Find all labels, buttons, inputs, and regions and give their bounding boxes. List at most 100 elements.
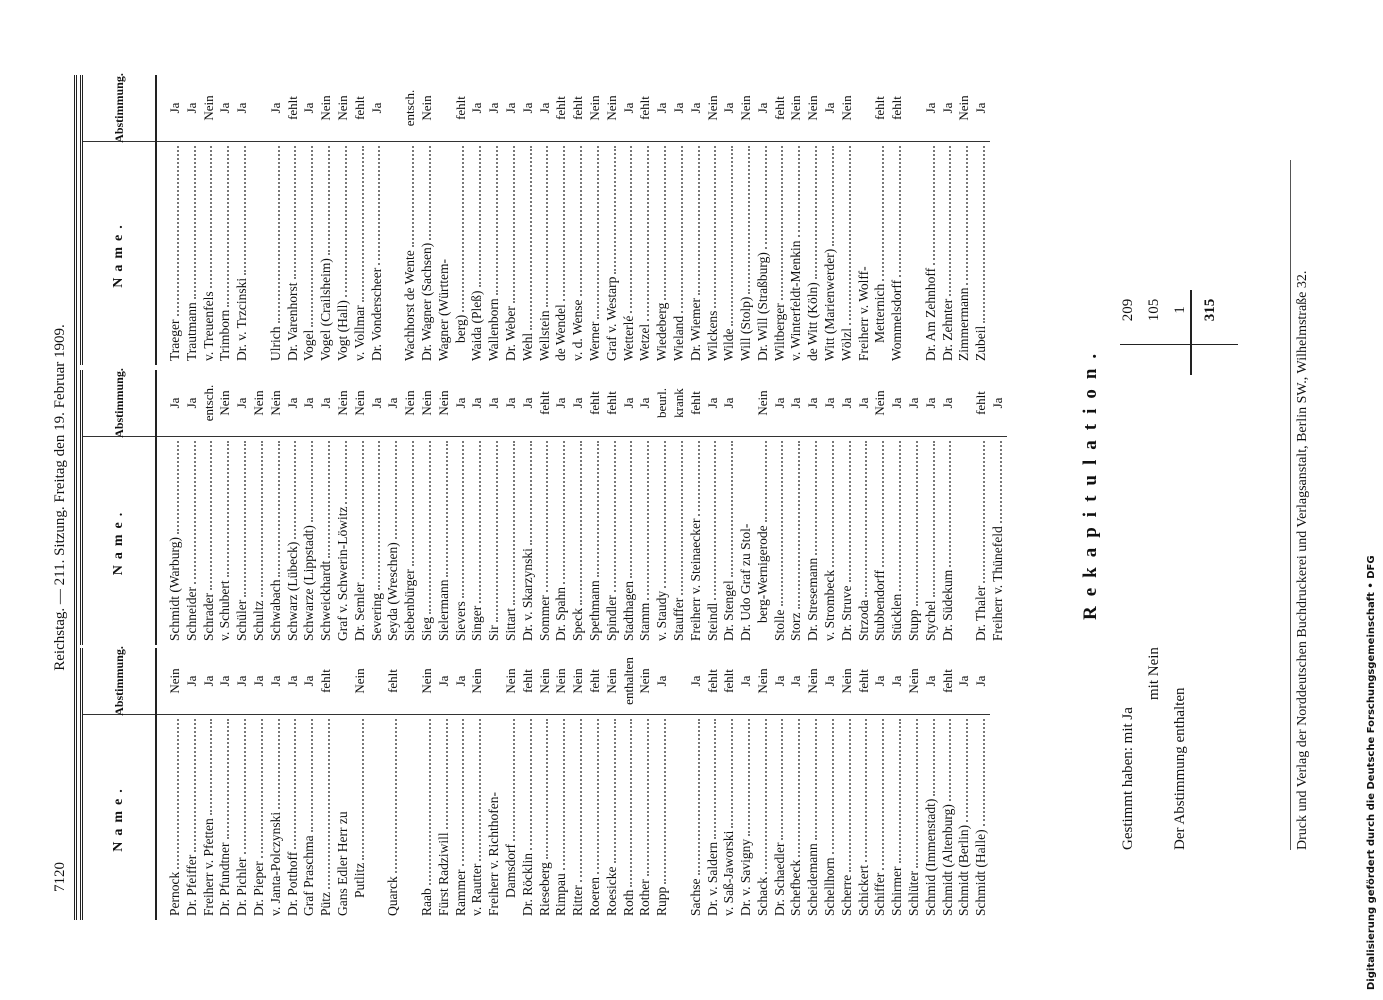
vote: krank	[670, 388, 686, 418]
column-head: Name. Abstimmung.	[83, 646, 157, 920]
name-row: Vogel (Crailsheim)	[318, 142, 335, 365]
gap	[436, 75, 453, 141]
member-name: Freiherr v. Wolff-	[855, 266, 871, 361]
vote: Ja	[822, 102, 838, 114]
gap	[956, 437, 973, 645]
member-name: Dr. Pieper	[250, 861, 266, 916]
vote: fehlt	[771, 96, 787, 120]
vote: fehlt	[553, 96, 569, 120]
leader	[620, 441, 633, 578]
name-row: Dr. Weber	[502, 142, 520, 365]
leader	[754, 441, 767, 523]
member-name: de Witt (Köln)	[805, 282, 821, 361]
member-name: Sommer	[536, 595, 552, 641]
name-row: Zimmermann	[956, 142, 973, 365]
member-name: Dr. Stengel	[721, 580, 737, 641]
leader	[872, 719, 885, 870]
leader	[486, 146, 498, 296]
member-name: Wachhorst de Wente	[402, 250, 418, 361]
leader	[906, 719, 918, 868]
name-row: Wellstein	[536, 142, 554, 365]
name-row: Spethmann	[586, 437, 604, 645]
member-name: Schellhorn	[822, 857, 838, 917]
vote: Nein	[334, 95, 350, 121]
recap-value: 1	[1172, 306, 1188, 314]
member-name: Dr. Schaedler	[771, 842, 787, 916]
rule	[1120, 344, 1238, 345]
member-name: Sir	[486, 625, 502, 641]
vote: Nein	[754, 668, 770, 694]
vote: fehlt	[973, 391, 989, 415]
member-name: Traeger	[167, 319, 182, 362]
name-row: Singer	[469, 437, 486, 645]
leader	[368, 441, 381, 590]
name-row: Sittart	[502, 437, 520, 645]
gap	[385, 142, 402, 365]
member-name: v. Rautter	[469, 863, 485, 916]
member-name: Schwarze (Lippstadt)	[301, 525, 317, 641]
vote: Ja	[973, 102, 989, 114]
gap	[251, 75, 268, 141]
member-name-cont: Metternich	[872, 283, 888, 343]
recap-title: Rekapitulation.	[1080, 343, 1101, 620]
vote: fehlt	[519, 669, 535, 693]
gap	[671, 715, 688, 920]
vote: Ja	[838, 397, 854, 409]
column-body: Pernock Dr. Pfeiffer Freiherr v. Pfetten Dr…	[157, 648, 991, 920]
member-name: Dr. Südekum	[939, 569, 955, 641]
name-row: v. Saß-Jaworski	[721, 715, 738, 920]
member-name: Stubbendorff	[872, 570, 888, 641]
table-column: Name. Abstimmung. Traeger Trautmann v. Treue…	[80, 73, 1028, 365]
column-body: Traeger Trautmann v. Treuenfels Trimborn Dr.…	[157, 75, 991, 365]
member-name: Dr. v. Savigny	[738, 838, 754, 916]
leader	[234, 146, 246, 275]
name-row: Wölzl	[838, 142, 856, 365]
member-name: Quarck	[385, 876, 401, 916]
leader	[939, 146, 952, 296]
head-vote: Abstimmung.	[111, 368, 126, 438]
leader	[654, 441, 666, 588]
leader	[990, 441, 1002, 524]
member-name: Schultz	[250, 600, 266, 642]
vote: Nein	[418, 668, 434, 694]
column-body: Schmidt (Warburg) Schneider Schrader v. Sch…	[157, 370, 1007, 645]
vote: Ja	[301, 397, 317, 409]
leader	[788, 441, 801, 610]
name-row: Damsdorf	[502, 715, 520, 920]
leader	[519, 719, 532, 850]
leader	[687, 441, 700, 516]
name-row: Schultz	[250, 437, 268, 645]
vote: Ja	[889, 397, 905, 409]
member-name: Dr. Thaler	[973, 585, 989, 641]
name-row: Dr. Stresemann	[805, 437, 822, 645]
leader	[301, 146, 314, 327]
name-row: Sievers	[452, 437, 470, 645]
name-row: Graf v. Westarp	[603, 142, 621, 365]
leader	[553, 441, 566, 584]
name-row: Speck	[570, 437, 587, 645]
vote: Ja	[368, 102, 384, 114]
vote: Nein	[250, 390, 266, 416]
member-name: v. Strombeck	[822, 569, 838, 641]
name-row: Stücklen	[889, 437, 906, 645]
member-name: Wetzel	[637, 323, 653, 361]
name-row: Dr. v. Skarzynski	[519, 437, 537, 645]
member-name: Siebenbürger	[402, 569, 418, 641]
name-row: Dr. Varenhorst	[284, 142, 302, 365]
name-row: Schüler	[234, 437, 251, 645]
name-row: Werner	[586, 142, 604, 365]
member-name: Schrader	[200, 593, 216, 641]
vote: beurl.	[654, 388, 670, 418]
leader	[889, 441, 902, 591]
member-name: Seyda (Wreschen)	[385, 542, 401, 641]
name-row: v. Treuenfels	[200, 142, 218, 365]
member-name: Sielermann	[435, 579, 451, 641]
name-row: v. Janta-Polczynski	[267, 715, 285, 920]
leader	[805, 146, 818, 280]
member-name: Stücklen	[889, 593, 905, 641]
member-name: Wilckens	[704, 310, 720, 361]
member-name: Wieland	[670, 315, 686, 361]
leader	[167, 146, 179, 317]
name-row: Wachhorst de Wente	[402, 142, 419, 365]
